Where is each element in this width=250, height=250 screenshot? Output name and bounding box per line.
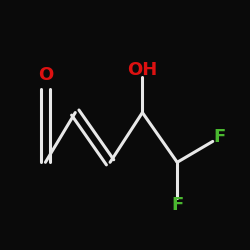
Text: F: F xyxy=(171,196,183,214)
Text: O: O xyxy=(38,66,53,84)
Text: F: F xyxy=(213,128,226,146)
Text: OH: OH xyxy=(127,61,158,79)
